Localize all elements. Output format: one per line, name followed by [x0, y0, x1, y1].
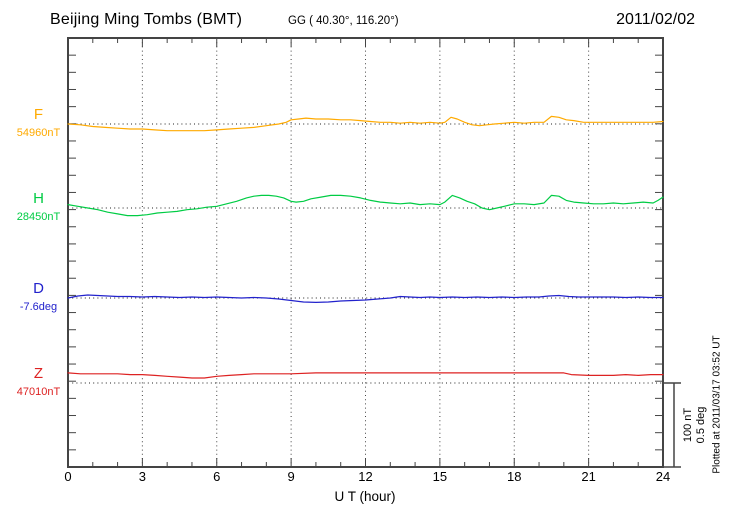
channel-value-Z: 47010nT — [16, 386, 61, 398]
channel-label-F: F 54960nT — [8, 107, 69, 139]
scale-bar-label-nt: 100 nT — [682, 407, 694, 443]
page-title: Beijing Ming Tombs (BMT) — [50, 11, 243, 28]
channel-label-Z: Z 47010nT — [8, 366, 69, 398]
x-tick-label-9: 9 — [287, 469, 295, 484]
channel-label-H: H 28450nT — [8, 191, 69, 223]
channel-letter-Z: Z — [33, 365, 44, 382]
channel-value-F: 54960nT — [16, 127, 61, 139]
scale-bar-labels: 100 nT 0.5 deg — [682, 402, 708, 448]
x-tick-label-6: 6 — [213, 469, 221, 484]
x-tick-label-24: 24 — [655, 469, 671, 484]
channel-letter-F: F — [33, 106, 44, 123]
trace-D — [67, 294, 664, 303]
x-tick-label-0: 0 — [64, 469, 72, 484]
x-axis-title: U T (hour) — [334, 489, 396, 504]
channel-letter-H: H — [33, 190, 44, 207]
x-tick-label-3: 3 — [138, 469, 146, 484]
x-tick-label-12: 12 — [358, 469, 373, 484]
channel-value-D: -7.6deg — [19, 301, 58, 313]
scale-bar-label-deg: 0.5 deg — [695, 406, 707, 444]
date-label: 2011/02/02 — [616, 11, 695, 28]
x-tick-label-15: 15 — [432, 469, 448, 484]
channel-value-H: 28450nT — [16, 211, 61, 223]
plotted-at-label: Plotted at 2011/03/17 03:52 UT — [711, 335, 723, 474]
plot-frame — [67, 37, 664, 468]
station-coordinates: GG ( 40.30°, 116.20°) — [288, 15, 399, 27]
trace-H — [67, 194, 664, 217]
x-tick-label-18: 18 — [507, 469, 522, 484]
channel-label-D: D -7.6deg — [8, 281, 69, 313]
trace-F — [67, 115, 664, 132]
x-tick-label-21: 21 — [581, 469, 596, 484]
channel-letter-D: D — [33, 280, 44, 297]
trace-Z — [67, 372, 664, 379]
